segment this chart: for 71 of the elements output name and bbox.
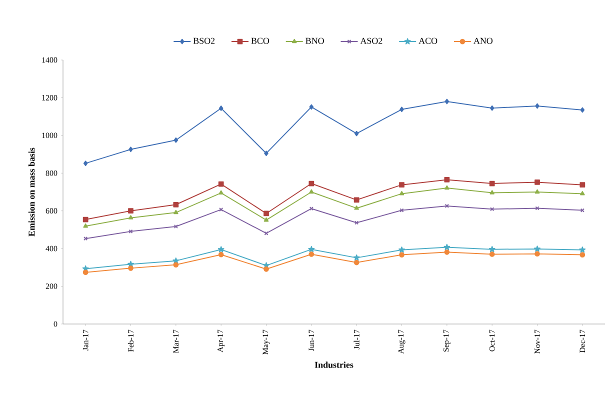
legend-label: ANO	[474, 38, 493, 44]
legend-label: BCO	[251, 38, 270, 44]
point	[218, 181, 224, 187]
point	[399, 191, 404, 196]
point	[399, 182, 404, 188]
y-axis-title: Emission on mass basis	[28, 148, 35, 236]
legend-label: ACO	[418, 38, 438, 44]
point	[309, 189, 314, 194]
point	[354, 260, 360, 266]
point	[264, 210, 269, 216]
point	[308, 252, 314, 257]
point	[354, 197, 360, 203]
point	[534, 180, 540, 185]
point	[444, 249, 450, 255]
point	[400, 208, 404, 212]
point	[444, 204, 449, 208]
point	[534, 246, 540, 252]
point	[353, 254, 360, 261]
point	[580, 252, 586, 258]
point	[535, 103, 540, 109]
point	[488, 246, 496, 252]
point	[309, 104, 314, 110]
point	[490, 105, 494, 111]
point	[444, 185, 450, 190]
point	[580, 191, 585, 196]
point	[399, 252, 404, 258]
point	[264, 231, 268, 236]
point	[174, 137, 178, 143]
point	[308, 180, 314, 186]
point	[173, 262, 179, 268]
point	[264, 217, 269, 222]
point	[309, 206, 314, 211]
point	[264, 266, 269, 272]
point	[128, 265, 134, 271]
point	[173, 202, 179, 208]
point	[174, 224, 178, 229]
point	[219, 207, 224, 212]
point	[490, 190, 494, 194]
point	[534, 189, 540, 194]
point	[82, 216, 88, 222]
point	[444, 98, 450, 104]
point	[489, 180, 495, 186]
point	[82, 270, 88, 276]
point	[218, 190, 224, 195]
point	[128, 208, 134, 214]
point	[218, 106, 224, 111]
point	[579, 246, 586, 253]
point	[535, 206, 540, 210]
point	[83, 223, 88, 228]
point	[534, 251, 540, 257]
legend-label: BNO	[306, 38, 324, 44]
point	[580, 107, 585, 113]
point	[354, 130, 359, 136]
point	[398, 246, 405, 253]
point	[308, 246, 315, 252]
point	[444, 244, 450, 250]
point	[218, 252, 224, 258]
point	[489, 252, 495, 257]
legend-label: ASO2	[360, 38, 382, 44]
point	[128, 215, 134, 220]
point	[264, 150, 268, 156]
point	[83, 160, 88, 166]
legend-label: BSO2	[193, 38, 215, 44]
point	[444, 177, 450, 182]
point	[174, 210, 178, 214]
point	[128, 146, 133, 152]
x-axis-title: Industries	[314, 362, 354, 368]
point	[354, 206, 359, 210]
point	[218, 246, 224, 252]
point	[400, 106, 404, 112]
point	[580, 182, 586, 188]
